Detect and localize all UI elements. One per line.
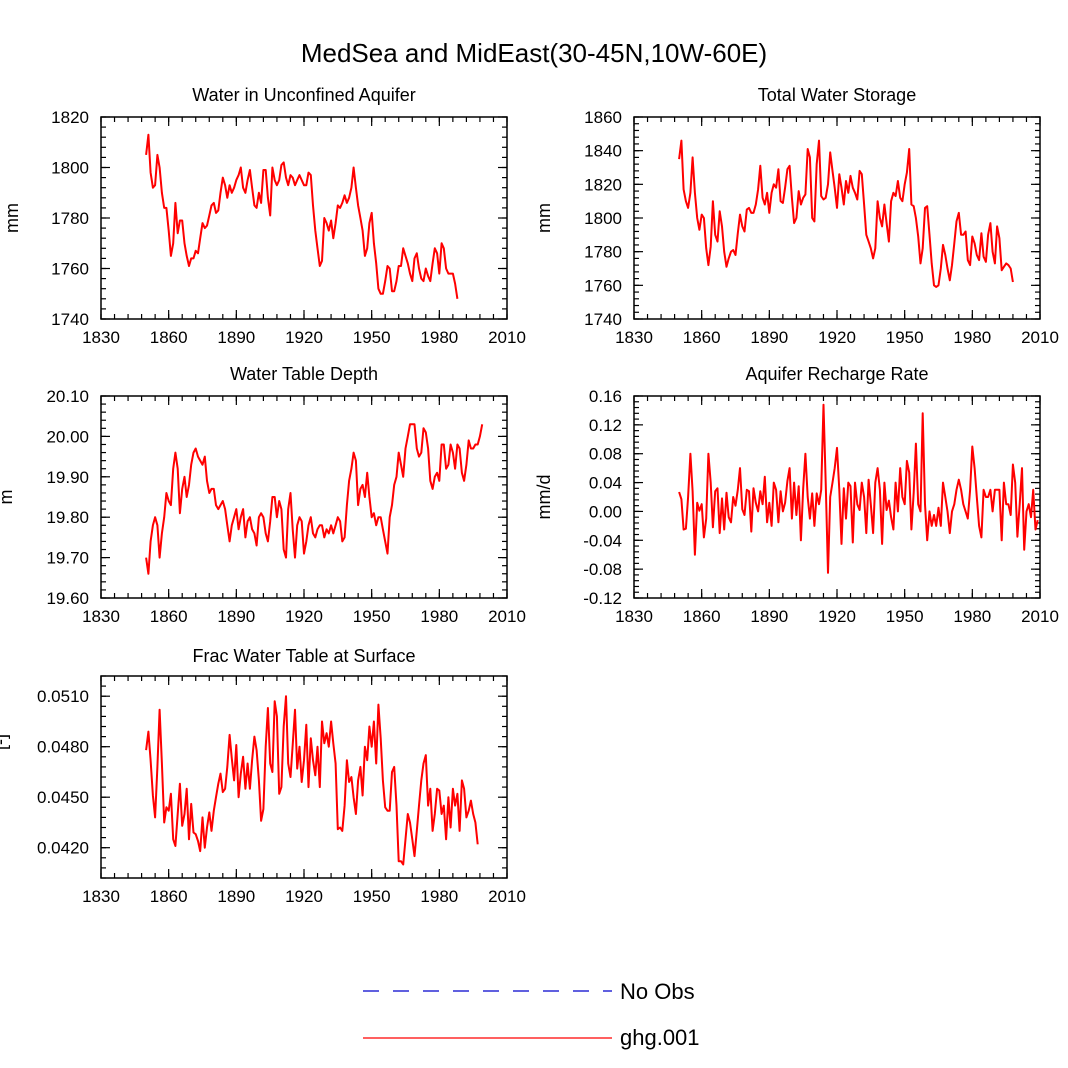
panel-3-ytick-label: -0.12: [583, 589, 622, 608]
panel-2-ytick-label: 19.80: [46, 508, 89, 527]
panel-2-ytick-label: 20.10: [46, 387, 89, 406]
panel-4-series-ghg001: [145, 695, 479, 866]
panel-1-ytick-label: 1760: [584, 276, 622, 295]
panel-1-xtick-label: 1830: [615, 328, 653, 347]
panel-4-ytick-label: 0.0450: [37, 788, 89, 807]
panel-0-xtick-label: 1920: [285, 328, 323, 347]
panel-1-xtick-label: 1950: [886, 328, 924, 347]
legend-no-obs-label: No Obs: [620, 979, 695, 1004]
panel-4-xtick-label: 1830: [82, 887, 120, 906]
panel-1-ytick-label: 1840: [584, 142, 622, 161]
panel-1-xtick-label: 2010: [1021, 328, 1059, 347]
panel-0-series-ghg001: [145, 133, 459, 299]
panel-2-xtick-label: 1980: [420, 607, 458, 626]
panel-2-ytick-label: 20.00: [46, 427, 89, 446]
panel-0-frame: [100, 116, 508, 320]
panel-0-ylabel: mm: [2, 203, 22, 233]
panel-3-series-ghg001: [678, 403, 1039, 574]
panel-4-ticks: 1830 1860 1890 1920 1950 1980 2010 0.0420 0.0450…: [37, 675, 526, 906]
figure-title: MedSea and MidEast(30-45N,10W-60E): [301, 38, 767, 68]
panel-2-xtick-label: 1890: [217, 607, 255, 626]
panel-0-ytick-label: 1740: [51, 310, 89, 329]
panel-2-ticks: 1830 1860 1890 1920 1950 1980 2010 19.60 19.70 19…: [46, 387, 525, 626]
panel-1-title: Total Water Storage: [758, 85, 916, 105]
panel-1-xtick-label: 1980: [953, 328, 991, 347]
panel-3-ytick-label: -0.08: [583, 560, 622, 579]
panel-1-ytick-label: 1780: [584, 243, 622, 262]
panel-2-xtick-label: 1830: [82, 607, 120, 626]
panel-4-xtick-label: 1950: [353, 887, 391, 906]
panel-1-ytick-label: 1860: [584, 108, 622, 127]
panel-0-title: Water in Unconfined Aquifer: [192, 85, 415, 105]
panel-1-xtick-label: 1920: [818, 328, 856, 347]
panel-3-ytick-label: 0.04: [589, 474, 622, 493]
panel-0-ytick-label: 1820: [51, 108, 89, 127]
panel-3-ylabel: mm/d: [534, 475, 554, 520]
panel-3-xtick-label: 1860: [683, 607, 721, 626]
panel-1: Total Water Storage mm 1830 1860 1890 1920 1…: [534, 85, 1059, 347]
panel-2-ytick-label: 19.90: [46, 468, 89, 487]
panel-3-xtick-label: 2010: [1021, 607, 1059, 626]
panel-0-ytick-label: 1800: [51, 159, 89, 178]
panel-3-ytick-label: -0.04: [583, 531, 622, 550]
panel-3-xtick-label: 1830: [615, 607, 653, 626]
panel-4-title: Frac Water Table at Surface: [192, 646, 415, 666]
panel-2-ylabel: m: [0, 490, 16, 505]
panel-2-ytick-label: 19.70: [46, 549, 89, 568]
panel-3-xtick-label: 1950: [886, 607, 924, 626]
panel-0-xtick-label: 1950: [353, 328, 391, 347]
panel-2: Water Table Depth m 1830 1860 1890 1920 1950…: [0, 364, 526, 626]
panel-4-xtick-label: 1890: [217, 887, 255, 906]
panel-0-xtick-label: 1830: [82, 328, 120, 347]
panel-2-title: Water Table Depth: [230, 364, 378, 384]
panel-0: Water in Unconfined Aquifer mm 1830 1860 1…: [2, 85, 526, 347]
panel-1-ylabel: mm: [534, 203, 554, 233]
panel-2-ytick-label: 19.60: [46, 589, 89, 608]
panel-0-ytick-label: 1760: [51, 260, 89, 279]
panel-4-xtick-label: 1860: [150, 887, 188, 906]
panel-0-ticks: 1830 1860 1890 1920 1950 1980 2010 1740 1760 1780…: [51, 108, 526, 347]
panel-0-xtick-label: 1980: [420, 328, 458, 347]
panel-3-xtick-label: 1920: [818, 607, 856, 626]
panel-1-xtick-label: 1860: [683, 328, 721, 347]
panel-0-xtick-label: 2010: [488, 328, 526, 347]
legend-ghg001-label: ghg.001: [620, 1025, 700, 1050]
panel-3-ytick-label: 0.08: [589, 445, 622, 464]
panel-2-xtick-label: 1860: [150, 607, 188, 626]
panel-1-ytick-label: 1740: [584, 310, 622, 329]
panel-1-ytick-label: 1800: [584, 209, 622, 228]
panel-4-ytick-label: 0.0480: [37, 738, 89, 757]
panel-3-xtick-label: 1980: [953, 607, 991, 626]
panel-2-xtick-label: 1950: [353, 607, 391, 626]
panel-4-xtick-label: 1980: [420, 887, 458, 906]
panel-1-frame: [633, 116, 1041, 320]
panel-4: Frac Water Table at Surface [-] 1830 1860…: [0, 646, 526, 906]
panel-4-xtick-label: 2010: [488, 887, 526, 906]
panel-3-ytick-label: 0.16: [589, 387, 622, 406]
panel-2-series-ghg001: [145, 423, 484, 575]
panel-3-xtick-label: 1890: [750, 607, 788, 626]
panel-4-xtick-label: 1920: [285, 887, 323, 906]
panel-3-ticks: 1830 1860 1890 1920 1950 1980 2010 -0.12 -0.08 -0…: [583, 387, 1059, 626]
panel-3-ytick-label: 0.00: [589, 502, 622, 521]
panel-2-frame: [100, 395, 508, 599]
panel-1-xtick-label: 1890: [750, 328, 788, 347]
panel-4-ytick-label: 0.0420: [37, 839, 89, 858]
panel-1-series-ghg001: [678, 139, 1014, 288]
panel-3: Aquifer Recharge Rate mm/d 1830 1860 1890 1…: [534, 364, 1059, 626]
panel-0-xtick-label: 1860: [150, 328, 188, 347]
panel-4-ylabel: [-]: [0, 734, 10, 750]
panel-0-ytick-label: 1780: [51, 209, 89, 228]
panel-1-ytick-label: 1820: [584, 175, 622, 194]
panel-3-ytick-label: 0.12: [589, 416, 622, 435]
panel-3-title: Aquifer Recharge Rate: [745, 364, 928, 384]
panel-2-xtick-label: 2010: [488, 607, 526, 626]
panel-1-ticks: 1830 1860 1890 1920 1950 1980 2010 1740 1760 1780…: [584, 108, 1059, 347]
panel-3-frame: [633, 395, 1041, 599]
panel-2-xtick-label: 1920: [285, 607, 323, 626]
panel-0-xtick-label: 1890: [217, 328, 255, 347]
legend: No Obs ghg.001: [363, 979, 700, 1050]
panel-4-ytick-label: 0.0510: [37, 687, 89, 706]
